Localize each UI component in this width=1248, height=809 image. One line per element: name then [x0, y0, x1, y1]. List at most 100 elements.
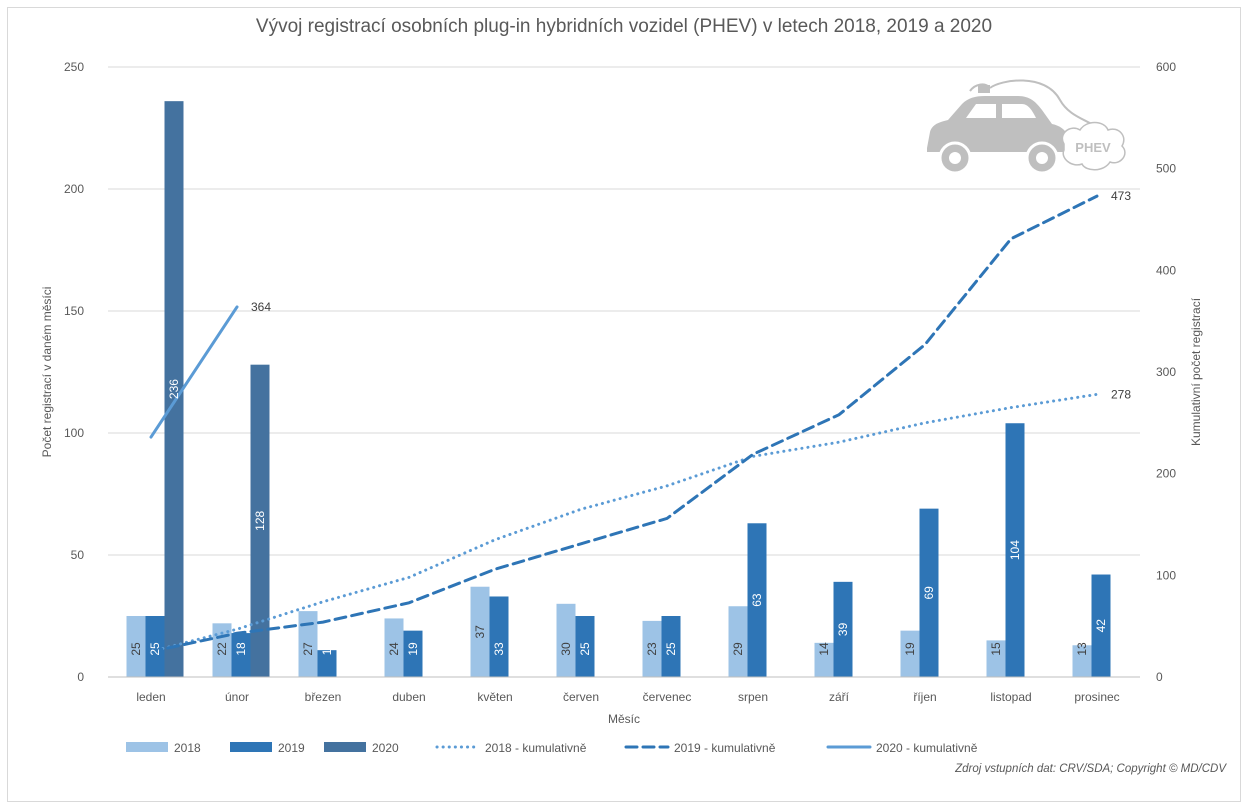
x-tick-label: březen	[305, 690, 342, 704]
bar-2019	[747, 523, 767, 677]
bar-data-label: 33	[492, 642, 506, 656]
bar-2019	[403, 630, 423, 677]
y-left-tick-label: 200	[64, 182, 84, 196]
x-tick-label: říjen	[913, 690, 936, 704]
bar-data-label: 24	[387, 642, 401, 656]
y-axis-right: 0 100 200 300 400 500 600	[1156, 60, 1176, 684]
bar-data-label: 22	[215, 642, 229, 656]
bar-2018	[642, 620, 662, 677]
legend-swatch-2019	[230, 742, 272, 752]
gridlines	[108, 66, 1140, 556]
y-right-tick-label: 200	[1156, 467, 1176, 481]
x-tick-label: srpen	[738, 690, 768, 704]
y-right-tick-label: 0	[1156, 670, 1163, 684]
x-axis-title: Měsíc	[608, 712, 640, 726]
y-left-tick-label: 50	[71, 548, 85, 562]
legend-swatch-2020	[324, 742, 366, 752]
x-tick-label: prosinec	[1074, 690, 1119, 704]
chart-title: Vývoj registrací osobních plug-in hybrid…	[255, 16, 993, 37]
bar-2019	[317, 650, 337, 677]
bar-2019	[661, 616, 681, 677]
legend-label: 2020 - kumulativně	[876, 741, 978, 755]
y-axis-left-title: Počet registrací v daném měsíci	[40, 287, 54, 458]
y-left-tick-label: 0	[77, 670, 84, 684]
bar-data-label: 25	[148, 642, 162, 656]
legend-label: 2018 - kumulativně	[485, 741, 587, 755]
phev-logo-text: PHEV	[1075, 140, 1111, 155]
x-tick-label: květen	[477, 690, 512, 704]
y-right-tick-label: 500	[1156, 162, 1176, 176]
legend-label: 2019 - kumulativně	[674, 741, 776, 755]
line-end-label: 278	[1111, 387, 1131, 401]
bar-2020	[250, 364, 270, 677]
cumulative-lines	[149, 194, 1099, 654]
x-tick-label: září	[829, 690, 850, 704]
bar-data-label: 128	[253, 511, 267, 531]
bar-data-label: 25	[664, 642, 678, 656]
phev-car-logo: PHEV	[927, 79, 1126, 175]
y-right-tick-label: 300	[1156, 365, 1176, 379]
legend-label: 2019	[278, 741, 305, 755]
y-right-tick-label: 400	[1156, 263, 1176, 277]
bar-data-label: 30	[559, 642, 573, 656]
bar-2019	[145, 616, 165, 677]
bar-data-label: 42	[1094, 619, 1108, 633]
bar-2018	[814, 642, 834, 677]
x-axis: leden únor březen duben květen červen červenec…	[108, 676, 1140, 704]
x-tick-label: leden	[136, 690, 165, 704]
x-tick-label: červen	[563, 690, 599, 704]
bars	[126, 101, 1111, 677]
legend: 2018 2019 2020 2018 - kumulativně 2019 - kum…	[126, 741, 978, 755]
bar-data-label: 19	[406, 642, 420, 656]
bar-2018	[384, 618, 404, 677]
bar-data-label: 23	[645, 642, 659, 656]
bar-2019	[919, 508, 939, 677]
y-left-tick-label: 150	[64, 304, 84, 318]
bar-2018	[1072, 645, 1092, 677]
x-tick-label: červenec	[643, 690, 692, 704]
bar-data-label: 39	[836, 622, 850, 636]
line-2020---kumulativně	[149, 305, 239, 439]
bar-2019	[1091, 574, 1111, 677]
bar-data-label: 236	[167, 379, 181, 399]
bar-data-label: 69	[922, 586, 936, 600]
data-labels: 25 22 27 24 37 30 23 29 14 19 15 13 25 18 11 19 33 25 25 63…	[129, 189, 1131, 656]
bar-2018	[470, 586, 490, 677]
bar-data-label: 18	[234, 642, 248, 656]
x-tick-label: únor	[225, 690, 249, 704]
bar-2018	[126, 616, 146, 677]
bar-data-label: 25	[578, 642, 592, 656]
y-right-tick-label: 600	[1156, 60, 1176, 74]
y-left-tick-label: 250	[64, 60, 84, 74]
line-2018---kumulativně	[149, 392, 1099, 654]
y-right-tick-label: 100	[1156, 568, 1176, 582]
source-note: Zdroj vstupních dat: CRV/SDA; Copyright …	[955, 763, 1226, 775]
bar-data-label: 11	[320, 642, 334, 655]
line-end-label: 364	[251, 300, 271, 314]
bar-data-label: 37	[473, 625, 487, 639]
bar-data-label: 29	[731, 642, 745, 656]
bar-data-label: 25	[129, 642, 143, 656]
bar-2018	[986, 640, 1006, 677]
bar-2019	[489, 596, 509, 677]
bar-2020	[164, 101, 184, 677]
bar-2018	[728, 606, 748, 677]
x-tick-label: duben	[392, 690, 425, 704]
bar-data-label: 19	[903, 642, 917, 656]
bar-data-label: 63	[750, 593, 764, 607]
bar-data-label: 27	[301, 642, 315, 656]
bar-2018	[900, 630, 920, 677]
bar-data-label: 104	[1008, 540, 1022, 560]
legend-swatch-2018	[126, 742, 168, 752]
bar-data-label: 14	[817, 642, 831, 656]
bar-data-label: 15	[989, 642, 1003, 656]
bar-2019	[1005, 423, 1025, 677]
bar-2019	[575, 616, 595, 677]
bar-2018	[298, 611, 318, 677]
y-left-tick-label: 100	[64, 426, 84, 440]
bar-data-label: 13	[1075, 642, 1089, 656]
line-2019---kumulativně	[149, 194, 1099, 654]
bar-2019	[231, 633, 251, 677]
bar-2018	[556, 603, 576, 677]
